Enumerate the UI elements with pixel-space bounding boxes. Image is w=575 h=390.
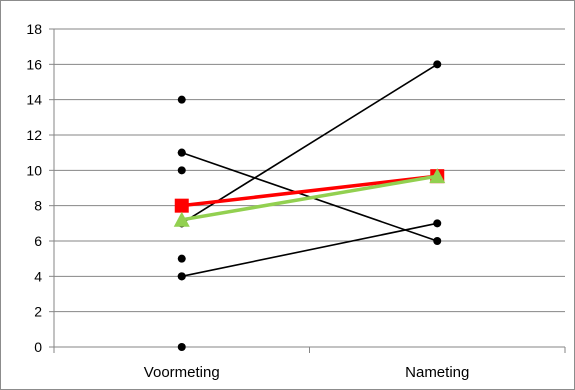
point-0-4: [177, 166, 186, 175]
series-3-marker-0: [174, 198, 189, 213]
tick-labels: 0 2 4 6 8 10 12 14 16 18 Voormeting Nameting: [26, 21, 469, 381]
ytick-label-18: 18: [26, 21, 42, 37]
gridlines: [54, 28, 565, 313]
series-line-4: [181, 174, 438, 222]
xtick-label-0: Voormeting: [144, 364, 220, 381]
ytick-label-8: 8: [34, 198, 42, 214]
ytick-label-12: 12: [26, 127, 42, 143]
ytick-label-6: 6: [34, 233, 42, 249]
xtick-label-1: Nameting: [405, 364, 469, 381]
ytick-label-4: 4: [34, 268, 42, 284]
mean-markers: [173, 168, 446, 227]
series-line-0: [181, 222, 438, 278]
point-0-0: [177, 343, 186, 351]
ytick-label-16: 16: [26, 56, 42, 72]
ytick-label-0: 0: [34, 339, 42, 355]
ytick-label-2: 2: [34, 304, 42, 320]
point-0-2: [177, 254, 186, 263]
axes: [49, 28, 566, 353]
series-line-3: [181, 174, 438, 208]
series-0-marker-0: [177, 272, 186, 281]
series-4-marker-0: [173, 211, 190, 227]
series-1-marker-1: [433, 60, 442, 69]
series-0-marker-1: [433, 219, 442, 228]
point-0-6: [177, 95, 186, 104]
series-4-marker-1: [429, 168, 446, 184]
ytick-label-14: 14: [26, 92, 42, 108]
ytick-label-10: 10: [26, 162, 42, 178]
series-2-marker-1: [433, 237, 442, 245]
series-2-marker-0: [177, 148, 186, 157]
series-line-1: [181, 63, 438, 225]
